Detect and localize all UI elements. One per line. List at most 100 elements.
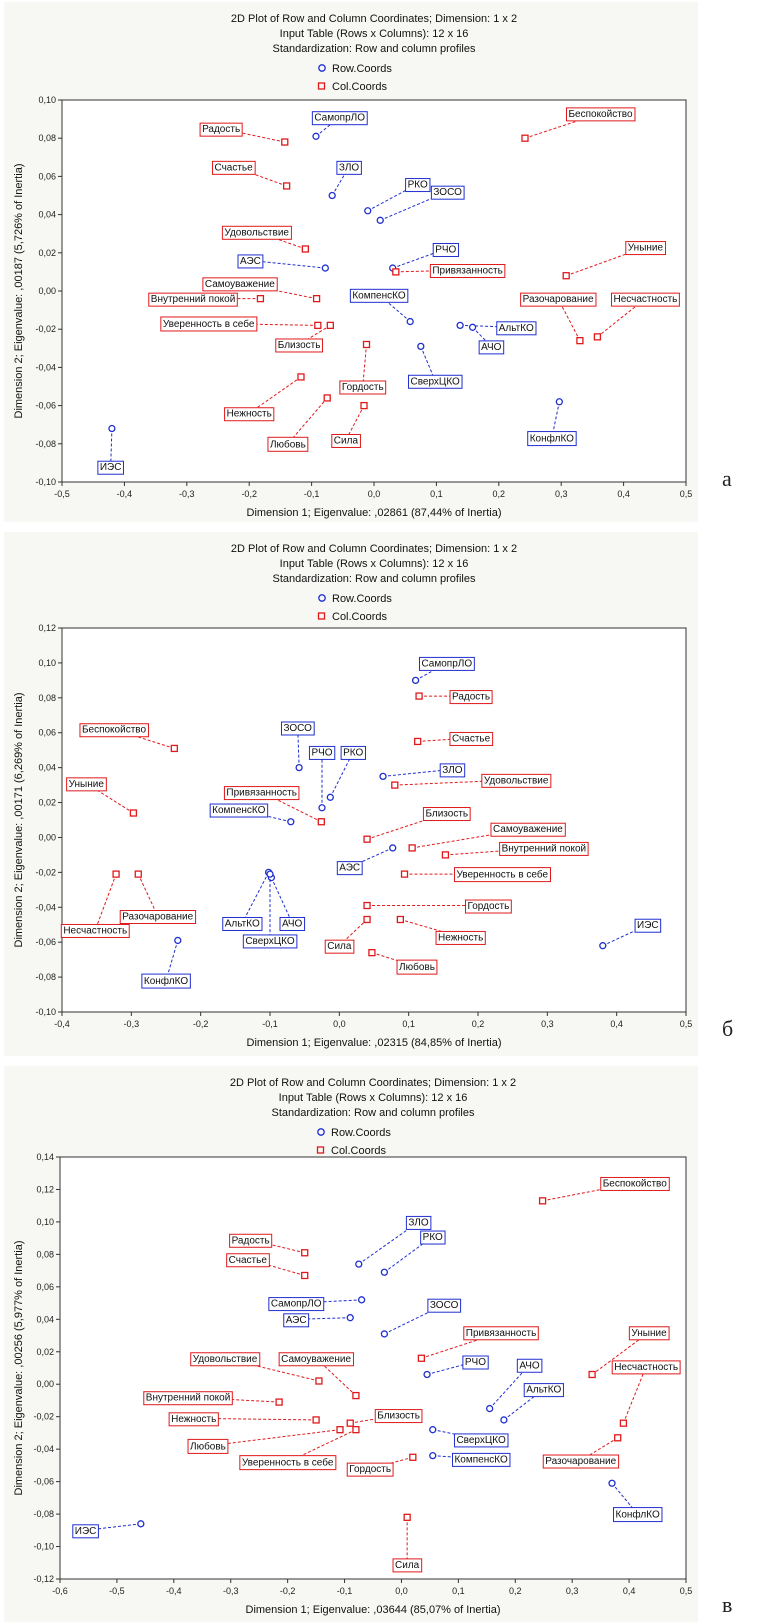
point-label: Несчастность bbox=[613, 294, 677, 305]
col-point bbox=[346, 1419, 354, 1427]
point-label: Гордость bbox=[349, 1464, 391, 1475]
point-label: Нежность bbox=[171, 1414, 216, 1425]
point-label: АЧО bbox=[519, 1360, 540, 1371]
point-label-box bbox=[239, 1455, 337, 1471]
legend-row-label: Row.Coords bbox=[332, 593, 392, 605]
point-label: КонфлКО bbox=[530, 433, 574, 445]
point-label-box bbox=[224, 407, 275, 422]
x-tick-label: -0,2 bbox=[241, 489, 257, 499]
point-label-box bbox=[202, 277, 278, 292]
y-tick-label: 0,08 bbox=[38, 133, 56, 143]
col-point bbox=[619, 1419, 628, 1427]
row-point bbox=[108, 424, 116, 433]
leader-line bbox=[270, 877, 293, 924]
col-point bbox=[392, 268, 400, 276]
point-label: Внутренний покой bbox=[502, 843, 587, 854]
col-point bbox=[312, 294, 321, 303]
y-tick-label: 0,06 bbox=[36, 1282, 54, 1292]
point-label: АЭС bbox=[339, 863, 360, 874]
point-label-box bbox=[490, 822, 566, 837]
row-point bbox=[295, 763, 303, 772]
point-label-box bbox=[119, 910, 197, 924]
x-tick-label: -0,5 bbox=[54, 489, 70, 499]
point-label: Уверенность в себе bbox=[456, 869, 548, 881]
point-label-box bbox=[499, 841, 589, 856]
y-tick-label: -0,02 bbox=[33, 1412, 54, 1422]
point-label-box bbox=[463, 1326, 539, 1341]
col-point bbox=[134, 870, 142, 878]
point-label-box bbox=[429, 263, 506, 278]
point-label: ЗЛО bbox=[339, 162, 359, 173]
leader-line bbox=[241, 872, 270, 924]
panel-letter-c: в bbox=[722, 1592, 733, 1617]
row-point bbox=[137, 1520, 145, 1528]
point-label-box bbox=[516, 1358, 543, 1373]
col-point bbox=[336, 1426, 344, 1434]
y-tick-label: 0,10 bbox=[36, 1217, 54, 1227]
x-tick-label: 0,2 bbox=[493, 489, 506, 499]
point-label-box bbox=[229, 1233, 273, 1248]
x-tick-label: 0,0 bbox=[368, 489, 381, 499]
x-axis-label: Dimension 1; Eigenvalue: ,02315 (84,85% … bbox=[247, 1037, 502, 1049]
point-label-box bbox=[625, 241, 667, 256]
legend-row-marker bbox=[318, 594, 326, 602]
leader-line bbox=[256, 231, 306, 250]
leader-line bbox=[417, 737, 472, 742]
point-label-box bbox=[346, 1462, 394, 1477]
point-label: Удовольствие bbox=[224, 227, 289, 238]
point-label-box bbox=[430, 185, 465, 200]
point-label-box bbox=[405, 1215, 432, 1230]
point-label: Удовольствие bbox=[193, 1354, 258, 1365]
row-point bbox=[555, 398, 563, 406]
point-label-box bbox=[211, 160, 256, 175]
point-label-box bbox=[66, 777, 107, 792]
row-point bbox=[328, 191, 336, 200]
point-label: ЗЛО bbox=[408, 1217, 428, 1228]
point-label-box bbox=[60, 923, 130, 938]
legend-row-label: Row.Coords bbox=[332, 63, 392, 75]
point-label-box bbox=[611, 1360, 681, 1375]
x-tick-label: 0,5 bbox=[680, 1019, 693, 1029]
point-label-box bbox=[237, 254, 264, 269]
point-label: Счастье bbox=[229, 1255, 268, 1266]
x-tick-label: -0,2 bbox=[193, 1019, 209, 1029]
point-label-box bbox=[405, 178, 431, 193]
y-tick-label: -0,04 bbox=[35, 362, 56, 372]
row-point bbox=[429, 1426, 437, 1434]
point-label-box bbox=[600, 1176, 670, 1191]
leader-line bbox=[421, 1331, 502, 1359]
point-label: Радость bbox=[232, 1235, 270, 1246]
point-label-box bbox=[275, 338, 323, 353]
leader-line bbox=[287, 397, 328, 445]
point-label-box bbox=[221, 225, 292, 240]
plot-area bbox=[61, 627, 687, 1013]
leader-line bbox=[622, 1366, 647, 1424]
point-label-box bbox=[168, 1412, 219, 1427]
point-label: Сила bbox=[334, 435, 359, 446]
point-label: Удовольствие bbox=[484, 775, 549, 786]
point-label-box bbox=[427, 1298, 462, 1313]
col-point bbox=[362, 340, 371, 349]
point-label: ИЭС bbox=[75, 1526, 97, 1537]
row-point bbox=[608, 1479, 616, 1487]
row-point bbox=[174, 936, 182, 945]
point-label: Счастье bbox=[452, 733, 491, 744]
point-label: Несчастность bbox=[63, 925, 127, 936]
y-tick-label: -0,06 bbox=[35, 937, 56, 947]
row-point bbox=[364, 207, 372, 215]
point-label: Гордость bbox=[342, 382, 384, 393]
point-label-box bbox=[331, 433, 361, 448]
point-label: СамопрЛО bbox=[314, 113, 365, 124]
x-tick-label: 0,0 bbox=[333, 1019, 346, 1029]
y-tick-label: -0,02 bbox=[35, 867, 56, 877]
point-label-box bbox=[374, 1409, 423, 1424]
col-point bbox=[521, 134, 529, 142]
point-label: АльтКО bbox=[526, 1385, 561, 1396]
y-tick-label: 0,12 bbox=[38, 623, 56, 633]
point-label-box bbox=[336, 160, 362, 175]
point-label-box bbox=[148, 292, 238, 307]
point-label-box bbox=[392, 1558, 423, 1573]
point-label-box bbox=[464, 899, 512, 914]
plot-area bbox=[59, 1156, 687, 1580]
